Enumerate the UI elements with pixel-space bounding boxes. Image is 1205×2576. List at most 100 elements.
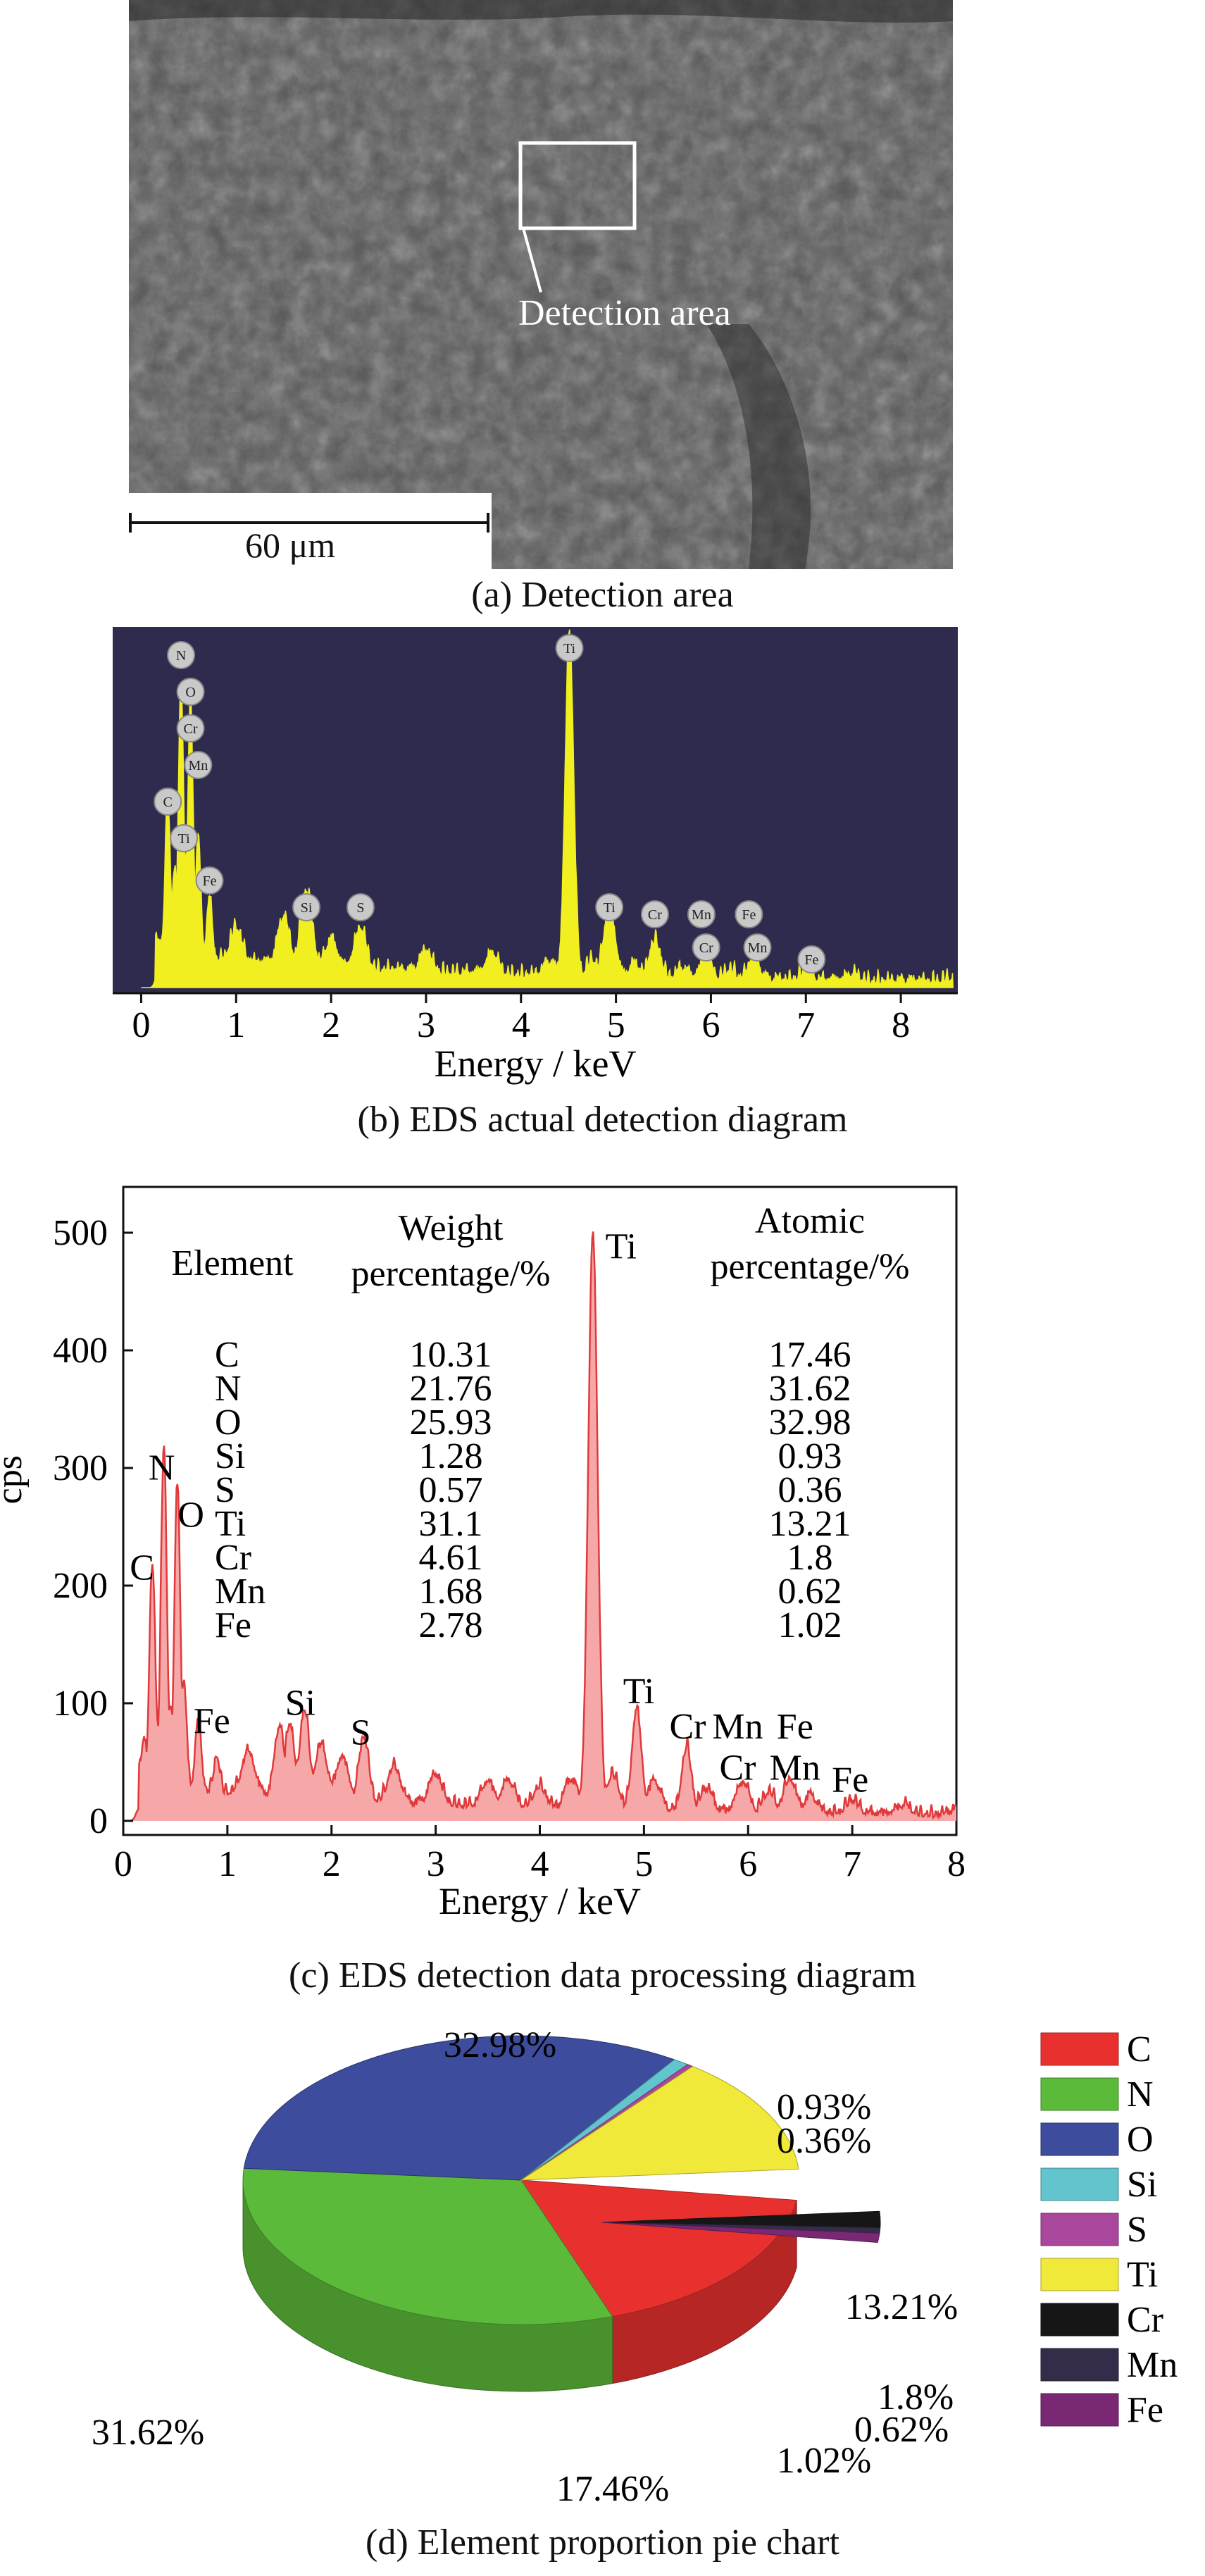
table-cell-weight: 4.61 [419,1538,483,1578]
caption-c: (c) EDS detection data processing diagra… [289,1955,916,1996]
table-cell-weight: 25.93 [410,1402,492,1443]
element-pie-chart: 17.46% 31.62% 32.98% 0.93%0.36% 13.21% 1.8%0.… [92,2025,1178,2509]
x-tick-label-b: 2 [322,1005,340,1045]
peak-label-c: S [351,1712,371,1753]
eds-processed-chart: 0 1 2 3 4 5 6 7 8 0 100 200 300 400 500 Energy / keV cps… [0,1186,966,1922]
pie-slice-n [242,2167,613,2325]
table-header-weight-line2: percentage/% [351,1254,551,1294]
legend-swatch-n [1040,2077,1119,2111]
peak-label-c: C [130,1548,154,1588]
x-tick-label-c: 5 [635,1844,653,1884]
peak-marker-fe [797,945,826,973]
y-tick-label-c: 400 [53,1331,108,1371]
table-cell-weight: 2.78 [419,1605,483,1645]
peak-marker-c [154,788,182,816]
peak-marker-label: N [176,648,186,664]
peak-marker-label: Cr [184,721,198,737]
legend-label-cr: Cr [1127,2300,1163,2340]
peak-label-c: N [149,1448,175,1488]
peak-marker-label: Cr [648,907,662,923]
x-tick-label-c: 6 [739,1844,757,1884]
legend-label-o: O [1127,2120,1154,2160]
table-cell-weight: 10.31 [410,1335,492,1375]
legend-label-ti: Ti [1127,2255,1158,2295]
scale-bar-label: 60 μm [245,525,336,565]
pie-label-cr: 1.8% [878,2377,954,2418]
table-cell-weight: 31.1 [419,1504,483,1544]
legend-swatch-c [1040,2032,1119,2066]
x-tick-label-b: 0 [132,1005,150,1045]
legend-label-mn: Mn [1127,2345,1178,2385]
peak-label-c: Cr [719,1748,756,1788]
peak-marker-s [346,893,375,921]
table-cell-element: C [215,1335,239,1375]
peak-marker-label: Ti [178,831,191,847]
pie-slice-fe [601,2222,880,2244]
table-cell-atomic: 1.8 [787,1538,833,1578]
table-cell-atomic: 32.98 [769,1402,851,1443]
x-tick-label-c: 4 [531,1844,549,1884]
table-cell-element: Fe [215,1605,251,1645]
legend-label-c: C [1127,2029,1151,2070]
pie-label-ti: 13.21% [845,2287,958,2327]
peak-label-c: Ti [623,1672,654,1712]
x-tick-label-b: 4 [512,1005,530,1045]
x-tick-label-b: 5 [607,1005,625,1045]
peak-marker-label: Cr [699,940,713,956]
pie-label-fe: 1.02% [777,2441,871,2481]
peak-marker-ti [555,634,584,662]
peak-marker-fe [735,900,763,928]
table-cell-atomic: 17.46 [769,1335,851,1375]
x-tick-label-c: 7 [843,1844,861,1884]
legend-swatch-ti [1040,2258,1119,2291]
table-cell-weight: 0.57 [419,1470,483,1510]
pie-label-n: 31.62% [92,2413,204,2453]
peak-label-c: Si [285,1684,316,1724]
detection-box [518,141,637,230]
x-axis-label-c: Energy / keV [439,1880,641,1922]
y-tick-label-c: 0 [89,1801,108,1841]
table-header-atomic-line2: percentage/% [711,1247,910,1287]
x-axis-label-b: Energy / keV [435,1043,637,1085]
peak-label-c: Ti [606,1227,637,1267]
table-cell-weight: 21.76 [410,1369,492,1409]
table-cell-element: N [215,1369,242,1409]
peak-marker-label: C [163,795,173,810]
legend-swatch-si [1040,2167,1119,2201]
peak-marker-ti [595,893,624,921]
table-cell-atomic: 0.36 [778,1470,842,1510]
table-cell-atomic: 1.02 [778,1605,842,1645]
x-tick-label-b: 8 [892,1005,910,1045]
y-tick-label-c: 500 [53,1213,108,1253]
table-cell-element: Cr [215,1538,251,1578]
legend-swatch-mn [1040,2348,1119,2382]
peak-marker-label: S [356,900,364,916]
caption-a: (a) Detection area [471,575,734,615]
table-cell-atomic: 13.21 [769,1504,851,1544]
peak-marker-label: Ti [563,641,576,657]
peak-label-c: Fe [832,1760,868,1800]
peak-marker-si [292,893,321,921]
y-axis-label-c: cps [0,1455,30,1504]
detection-area-label: Detection area [518,293,731,333]
peak-label-c: Cr [669,1707,706,1747]
peak-marker-n [167,641,196,669]
x-tick-label-c: 8 [947,1844,966,1884]
legend-label-si: Si [1127,2165,1157,2205]
table-header-atomic-line1: Atomic [755,1201,865,1241]
x-tick-label-b: 7 [797,1005,815,1045]
legend-label-fe: Fe [1127,2390,1163,2430]
detection-pointer [522,228,542,293]
y-tick-label-c: 200 [53,1566,108,1606]
scale-bar-background [129,493,492,569]
peak-marker-o [176,678,205,706]
peak-label-c: O [177,1495,204,1536]
annotations-overlay [129,141,637,533]
table-cell-element: Mn [215,1572,266,1612]
x-tick-label-b: 6 [701,1005,720,1045]
pie-label-mn: 0.62% [854,2410,949,2450]
x-tick-label-c: 2 [323,1844,341,1884]
peak-marker-ti [170,824,199,852]
peak-label-c: Fe [777,1707,813,1747]
x-tick-label-b: 3 [417,1005,435,1045]
